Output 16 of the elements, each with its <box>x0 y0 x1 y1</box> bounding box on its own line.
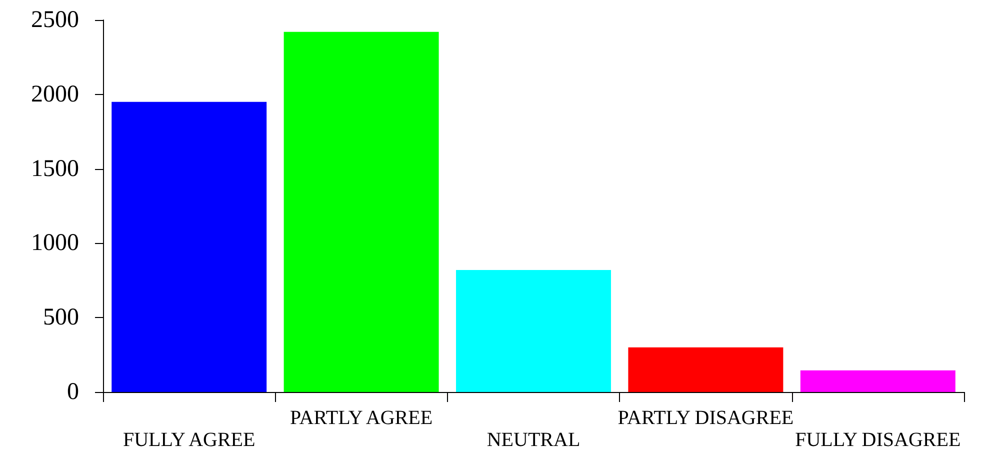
bar <box>628 347 784 392</box>
y-tick-label: 1500 <box>31 156 79 182</box>
y-tick-label: 2500 <box>31 7 79 33</box>
y-tick-label: 2000 <box>31 81 79 108</box>
bar <box>284 32 439 392</box>
x-tick-label: FULLY DISAGREE <box>795 429 961 451</box>
bar <box>112 102 267 392</box>
y-tick-label: 0 <box>67 379 79 405</box>
bar <box>456 270 611 392</box>
x-tick-label: NEUTRAL <box>486 429 580 451</box>
y-tick-label: 500 <box>43 304 79 331</box>
x-tick-label: PARTLY AGREE <box>290 407 433 429</box>
y-tick-label: 1000 <box>31 230 79 256</box>
x-tick-label: PARTLY DISAGREE <box>618 407 794 429</box>
bar <box>800 370 956 392</box>
x-tick-label: FULLY AGREE <box>122 429 256 451</box>
